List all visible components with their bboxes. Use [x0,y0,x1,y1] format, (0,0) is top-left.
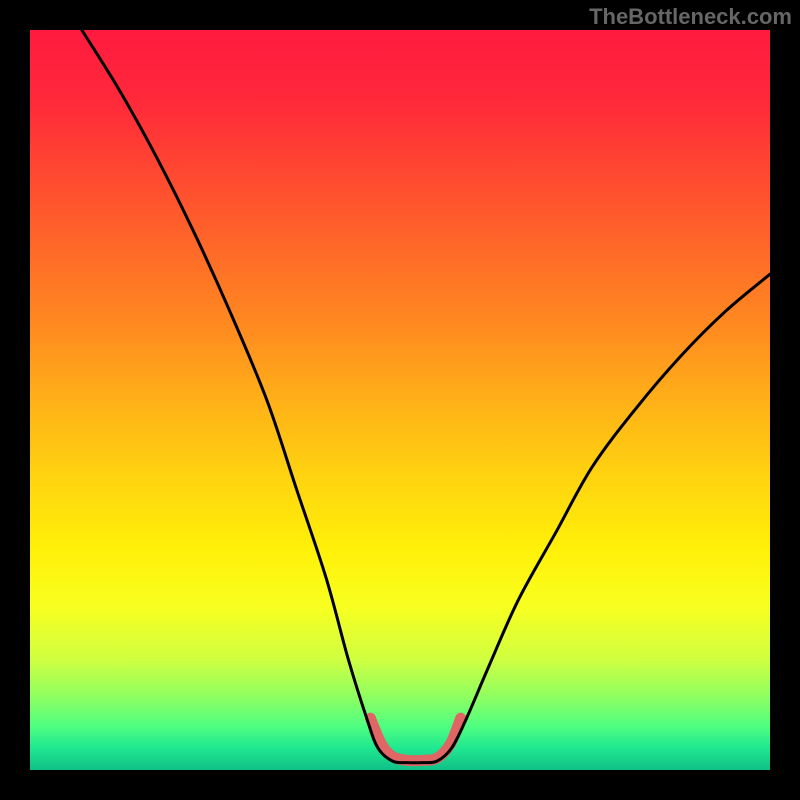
plot-background [30,30,770,770]
watermark-text: TheBottleneck.com [589,4,792,30]
chart-container: TheBottleneck.com [0,0,800,800]
bottleneck-chart [0,0,800,800]
